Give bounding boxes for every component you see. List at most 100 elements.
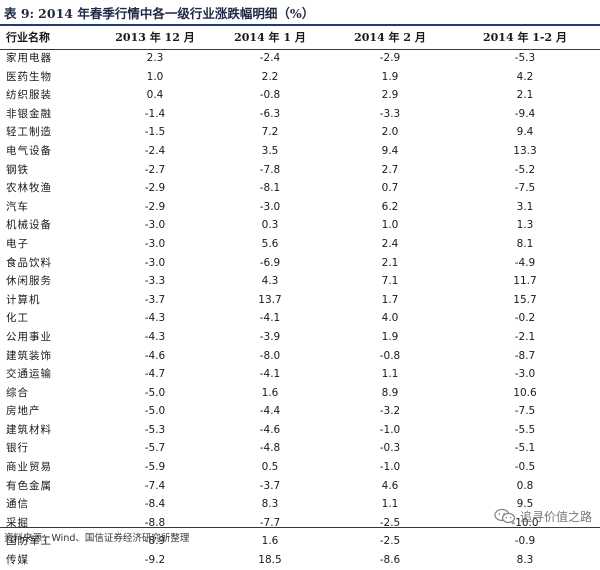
- cell-jan-feb-2014: -0.5: [514, 461, 536, 474]
- cell-jan-2014: 2.2: [261, 70, 279, 83]
- cell-feb-2014: 4.0: [381, 312, 399, 325]
- cell-dec-2013: -2.4: [144, 144, 166, 157]
- cell-dec-2013: -5.0: [144, 405, 166, 418]
- cell-feb-2014: 2.9: [381, 89, 399, 102]
- cell-industry: 通信: [6, 498, 29, 511]
- table-row: 机械设备 -3.0 0.3 1.0 1.3: [0, 216, 600, 235]
- table-row: 钢铁 -2.7 -7.8 2.7 -5.2: [0, 161, 600, 180]
- cell-feb-2014: 8.9: [381, 386, 399, 399]
- cell-dec-2013: 1.0: [146, 70, 164, 83]
- cell-jan-2014: 1.6: [261, 386, 279, 399]
- cell-dec-2013: -5.7: [144, 442, 166, 455]
- cell-industry: 农林牧渔: [6, 182, 52, 195]
- cell-dec-2013: 0.4: [146, 89, 164, 102]
- cell-feb-2014: 2.1: [381, 256, 399, 269]
- cell-jan-2014: -4.1: [259, 312, 281, 325]
- cell-jan-2014: -8.1: [259, 182, 281, 195]
- cell-dec-2013: -7.4: [144, 479, 166, 492]
- cell-industry: 食品饮料: [6, 256, 52, 269]
- cell-jan-2014: -4.8: [259, 442, 281, 455]
- table-row: 有色金属 -7.4 -3.7 4.6 0.8: [0, 477, 600, 496]
- header-2014-01-02: 2014 年 1-2 月: [483, 31, 567, 44]
- cell-feb-2014: -3.2: [379, 405, 401, 418]
- cell-jan-2014: 1.6: [261, 535, 279, 548]
- cell-dec-2013: 2.3: [146, 52, 164, 64]
- cell-feb-2014: -1.0: [379, 461, 401, 474]
- cell-jan-2014: -7.8: [259, 163, 281, 176]
- cell-jan-2014: -0.8: [259, 89, 281, 102]
- cell-jan-feb-2014: -5.1: [514, 442, 536, 455]
- cell-jan-feb-2014: 4.2: [516, 70, 534, 83]
- table-row: 综合 -5.0 1.6 8.9 10.6: [0, 384, 600, 403]
- header-row: 行业名称 2013 年 12 月 2014 年 1 月 2014 年 2 月 2…: [0, 27, 600, 49]
- cell-jan-feb-2014: 13.3: [513, 144, 537, 157]
- table-row: 建筑材料 -5.3 -4.6 -1.0 -5.5: [0, 421, 600, 440]
- cell-jan-feb-2014: -10.0: [511, 516, 539, 529]
- cell-dec-2013: -3.0: [144, 237, 166, 250]
- cell-jan-2014: 18.5: [258, 554, 282, 567]
- cell-jan-feb-2014: 1.3: [516, 219, 534, 232]
- cell-jan-2014: 0.3: [261, 219, 279, 232]
- table-row: 传媒 -9.2 18.5 -8.6 8.3: [0, 551, 600, 570]
- table-row: 电子 -3.0 5.6 2.4 8.1: [0, 235, 600, 254]
- table-row: 食品饮料 -3.0 -6.9 2.1 -4.9: [0, 254, 600, 273]
- cell-industry: 电子: [6, 237, 29, 250]
- cell-jan-feb-2014: -8.7: [514, 349, 536, 362]
- cell-industry: 公用事业: [6, 330, 52, 343]
- cell-industry: 家用电器: [6, 52, 52, 64]
- cell-jan-2014: -3.0: [259, 200, 281, 213]
- cell-feb-2014: -2.5: [379, 516, 401, 529]
- cell-dec-2013: -8.8: [144, 516, 166, 529]
- cell-jan-feb-2014: -9.4: [514, 107, 536, 120]
- cell-dec-2013: -8.4: [144, 498, 166, 511]
- cell-jan-feb-2014: 9.5: [516, 498, 534, 511]
- cell-industry: 建筑材料: [6, 423, 52, 436]
- cell-jan-2014: -3.9: [259, 330, 281, 343]
- cell-jan-2014: -2.4: [259, 52, 281, 64]
- cell-industry: 国防军工: [6, 535, 52, 548]
- cell-dec-2013: -4.3: [144, 312, 166, 325]
- cell-industry: 钢铁: [6, 163, 29, 176]
- cell-feb-2014: 1.9: [381, 330, 399, 343]
- cell-dec-2013: -9.2: [144, 554, 166, 567]
- cell-feb-2014: -8.6: [379, 554, 401, 567]
- table-row: 采掘 -8.8 -7.7 -2.5 -10.0: [0, 514, 600, 533]
- cell-feb-2014: 1.9: [381, 70, 399, 83]
- cell-dec-2013: -1.5: [144, 126, 166, 139]
- cell-jan-feb-2014: 3.1: [516, 200, 534, 213]
- cell-industry: 交通运输: [6, 368, 52, 381]
- cell-jan-feb-2014: -7.5: [514, 405, 536, 418]
- cell-feb-2014: -0.3: [379, 442, 401, 455]
- cell-feb-2014: -3.3: [379, 107, 401, 120]
- table-row: 交通运输 -4.7 -4.1 1.1 -3.0: [0, 365, 600, 384]
- cell-jan-2014: -6.3: [259, 107, 281, 120]
- cell-jan-feb-2014: -0.2: [514, 312, 536, 325]
- cell-industry: 休闲服务: [6, 275, 52, 288]
- table-row: 通信 -8.4 8.3 1.1 9.5: [0, 495, 600, 514]
- cell-jan-feb-2014: -2.1: [514, 330, 536, 343]
- cell-dec-2013: -2.9: [144, 200, 166, 213]
- cell-industry: 房地产: [6, 405, 41, 418]
- cell-industry: 非银金融: [6, 107, 52, 120]
- cell-industry: 电气设备: [6, 144, 52, 157]
- cell-industry: 化工: [6, 312, 29, 325]
- cell-dec-2013: -4.6: [144, 349, 166, 362]
- cell-industry: 汽车: [6, 200, 29, 213]
- table-row: 农林牧渔 -2.9 -8.1 0.7 -7.5: [0, 179, 600, 198]
- cell-jan-feb-2014: -5.3: [514, 52, 536, 64]
- cell-feb-2014: 1.1: [381, 498, 399, 511]
- cell-feb-2014: 0.7: [381, 182, 399, 195]
- cell-feb-2014: -2.9: [379, 52, 401, 64]
- cell-jan-feb-2014: 0.8: [516, 479, 534, 492]
- cell-feb-2014: 4.6: [381, 479, 399, 492]
- cell-jan-feb-2014: 15.7: [513, 293, 537, 306]
- cell-dec-2013: -5.3: [144, 423, 166, 436]
- cell-dec-2013: -3.0: [144, 219, 166, 232]
- cell-feb-2014: 7.1: [381, 275, 399, 288]
- table-row: 休闲服务 -3.3 4.3 7.1 11.7: [0, 272, 600, 291]
- cell-industry: 银行: [6, 442, 29, 455]
- cell-jan-feb-2014: -3.0: [514, 368, 536, 381]
- table-row: 公用事业 -4.3 -3.9 1.9 -2.1: [0, 328, 600, 347]
- table-row: 汽车 -2.9 -3.0 6.2 3.1: [0, 198, 600, 217]
- cell-jan-feb-2014: 9.4: [516, 126, 534, 139]
